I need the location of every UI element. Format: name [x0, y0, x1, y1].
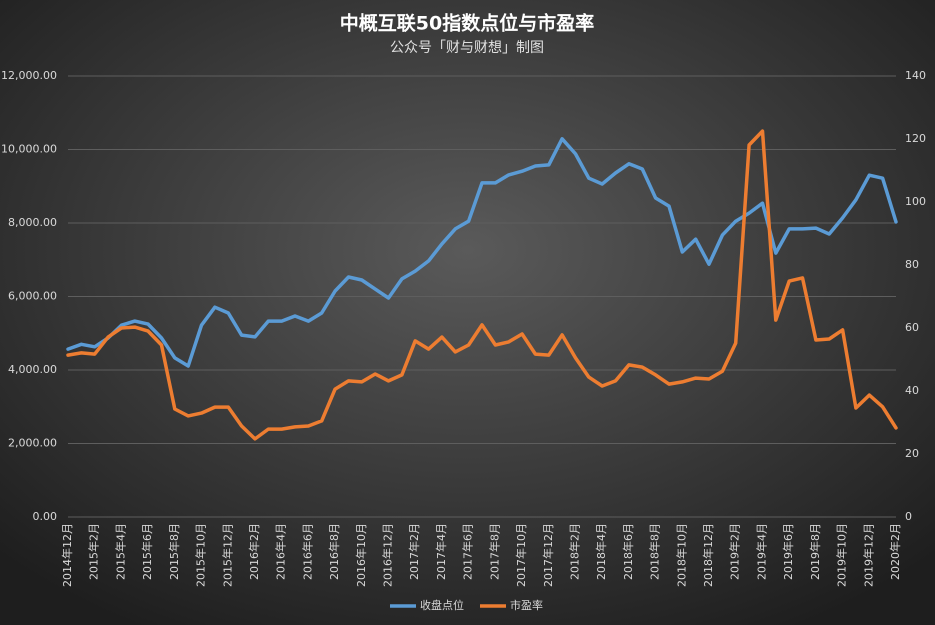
y2-tick-label: 20: [905, 447, 919, 460]
x-tick-label: 2019年12月: [861, 523, 875, 587]
y2-tick-label: 120: [905, 132, 926, 145]
series-line: [66, 137, 898, 368]
x-tick-label: 2019年2月: [728, 523, 742, 580]
x-tick-label: 2015年12月: [220, 523, 234, 587]
x-tick-label: 2018年4月: [594, 523, 608, 580]
x-tick-label: 2018年12月: [701, 523, 715, 587]
chart-subtitle: 公众号「财与财想」制图: [390, 40, 544, 56]
x-tick-label: 2018年2月: [567, 523, 581, 580]
x-tick-label: 2017年10月: [514, 523, 528, 587]
x-tick-label: 2020年2月: [888, 523, 902, 580]
x-tick-label: 2015年2月: [87, 523, 101, 580]
x-tick-label: 2019年10月: [835, 523, 849, 587]
x-tick-label: 2014年12月: [60, 523, 74, 587]
y-tick-label: 4,000.00: [8, 363, 57, 376]
y2-tick-label: 100: [905, 195, 926, 208]
y2-tick-label: 60: [905, 321, 919, 334]
x-tick-label: 2016年6月: [300, 523, 314, 580]
legend-label: 市盈率: [510, 598, 543, 612]
x-tick-label: 2016年12月: [381, 523, 395, 587]
x-tick-label: 2016年10月: [354, 523, 368, 587]
x-tick-label: 2019年8月: [808, 523, 822, 580]
y2-tick-label: 80: [905, 258, 919, 271]
x-tick-label: 2017年8月: [487, 523, 501, 580]
x-tick-label: 2016年8月: [327, 523, 341, 580]
y2-tick-label: 40: [905, 384, 919, 397]
x-tick-label: 2016年4月: [274, 523, 288, 580]
y-tick-label: 10,000.00: [1, 143, 57, 156]
y2-tick-label: 0: [905, 510, 912, 523]
y2-tick-label: 140: [905, 69, 926, 82]
series-line: [66, 129, 898, 441]
y-tick-label: 12,000.00: [1, 69, 57, 82]
x-tick-label: 2018年8月: [648, 523, 662, 580]
x-tick-label: 2015年8月: [167, 523, 181, 580]
y-tick-label: 2,000.00: [8, 437, 57, 450]
x-tick-label: 2017年6月: [461, 523, 475, 580]
y-tick-label: 0.00: [33, 510, 58, 523]
x-tick-label: 2015年4月: [113, 523, 127, 580]
x-tick-label: 2017年2月: [407, 523, 421, 580]
x-tick-label: 2017年4月: [434, 523, 448, 580]
legend-label: 收盘点位: [420, 598, 464, 612]
x-tick-label: 2019年4月: [754, 523, 768, 580]
x-tick-label: 2015年10月: [194, 523, 208, 587]
x-tick-label: 2018年10月: [674, 523, 688, 587]
y-tick-label: 6,000.00: [8, 290, 57, 303]
x-tick-label: 2015年6月: [140, 523, 154, 580]
x-tick-label: 2019年6月: [781, 523, 795, 580]
y-tick-label: 8,000.00: [8, 216, 57, 229]
chart-title: 中概互联50指数点位与市盈率: [340, 12, 594, 35]
x-tick-label: 2018年6月: [621, 523, 635, 580]
x-tick-label: 2016年2月: [247, 523, 261, 580]
x-tick-label: 2017年12月: [541, 523, 555, 587]
